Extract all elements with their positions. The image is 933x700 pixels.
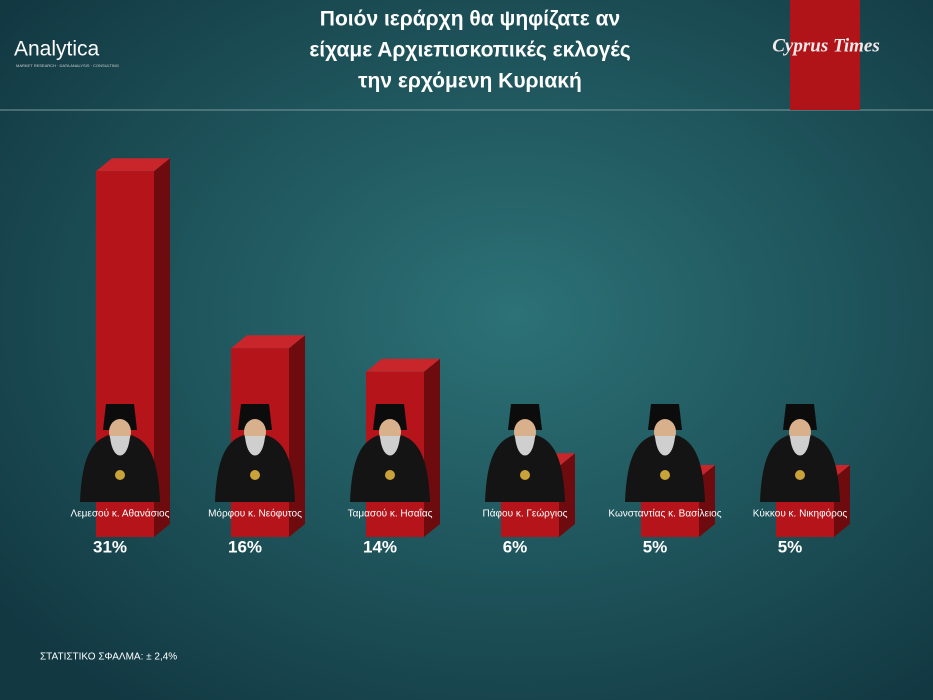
x-tick-label: Κωνσταντίας κ. Βασίλειος [608, 508, 721, 520]
bar-side [289, 335, 305, 537]
portrait-robe [625, 433, 705, 502]
portrait-hat [783, 404, 817, 430]
portrait-medallion [250, 470, 260, 480]
value-label: 16% [228, 537, 262, 556]
portrait-robe [485, 433, 565, 502]
x-tick-label: Ταμασού κ. Ησαΐας [348, 508, 433, 520]
bar-top [231, 335, 305, 349]
x-tick-label: Μόρφου κ. Νεόφυτος [208, 508, 302, 520]
publisher: Cyprus Times [772, 35, 880, 56]
portrait-robe [760, 433, 840, 502]
portrait-hat [508, 404, 542, 430]
chart-title: είχαμε Αρχιεπισκοπικές εκλογές [309, 39, 630, 62]
bar-side [154, 158, 170, 537]
portrait-robe [215, 433, 295, 502]
x-tick-label: Λεμεσού κ. Αθανάσιος [71, 508, 170, 520]
chart-title: Ποιόν ιεράρχη θα ψηφίζατε αν [320, 8, 620, 31]
portrait-robe [350, 433, 430, 502]
portrait-beard [515, 436, 535, 456]
logo-tagline: MARKET RESEARCH · DATA ANALYSIS · CONSUL… [16, 63, 119, 68]
portrait-robe [80, 433, 160, 502]
bar-side [559, 453, 575, 537]
value-label: 31% [93, 537, 127, 556]
portrait-beard [380, 436, 400, 456]
x-tick-label: Πάφου κ. Γεώργιος [483, 508, 568, 520]
value-label: 6% [503, 537, 528, 556]
x-tick-label: Κύκκου κ. Νικηφόρος [753, 508, 848, 520]
value-label: 5% [778, 537, 803, 556]
portrait-beard [655, 436, 675, 456]
portrait-beard [245, 436, 265, 456]
portrait-hat [238, 404, 272, 430]
portrait-medallion [115, 470, 125, 480]
publisher-ribbon [790, 0, 860, 110]
portrait-medallion [520, 470, 530, 480]
portrait-beard [110, 436, 130, 456]
note: ΣΤΑΤΙΣΤΙΚΟ ΣΦΑΛΜΑ: ± 2,4% [40, 652, 177, 663]
chart-title: την ερχόμενη Κυριακή [358, 70, 582, 93]
value-label: 5% [643, 537, 668, 556]
portrait-medallion [660, 470, 670, 480]
bar-top [96, 158, 170, 172]
portrait-hat [103, 404, 137, 430]
portrait-medallion [385, 470, 395, 480]
portrait-hat [373, 404, 407, 430]
portrait-beard [790, 436, 810, 456]
portrait-hat [648, 404, 682, 430]
logo: Analytica [14, 38, 100, 61]
portrait-medallion [795, 470, 805, 480]
bar-top [366, 358, 440, 372]
value-label: 14% [363, 537, 397, 556]
